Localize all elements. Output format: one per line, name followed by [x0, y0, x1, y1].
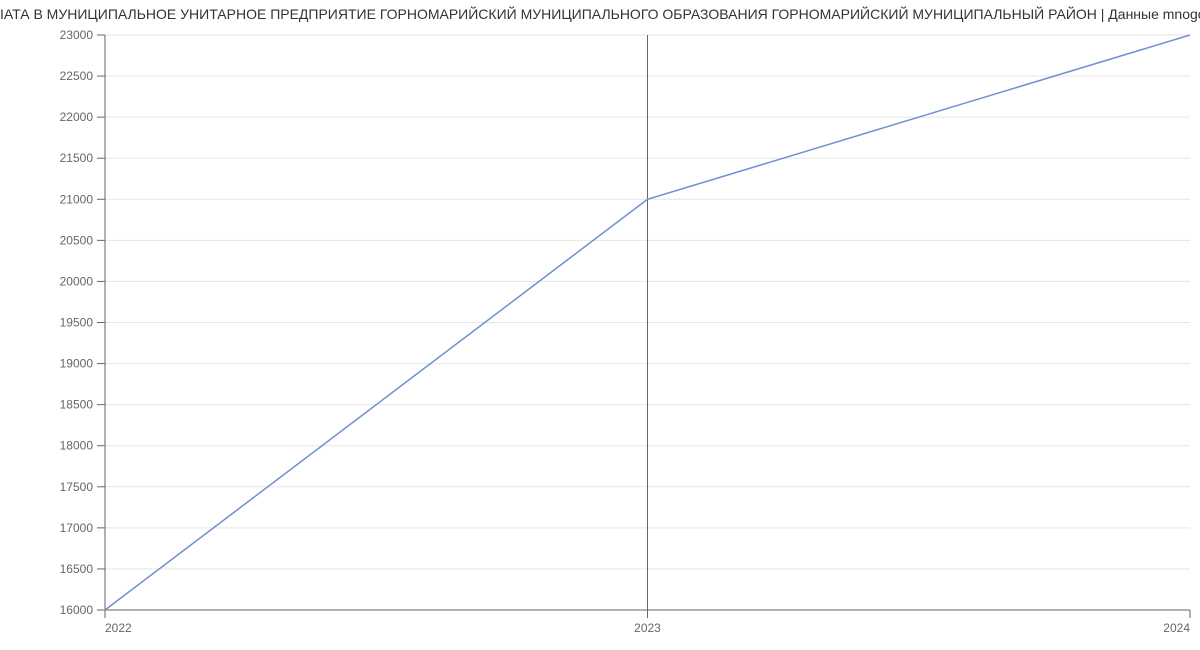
x-tick-label: 2024: [1163, 621, 1190, 635]
chart-plot-area: 16000 16500 17000 17500 18000 18500 19000 19500…: [0, 30, 1200, 640]
x-tick-label: 2022: [105, 621, 132, 635]
y-tick-label: 17000: [60, 521, 94, 535]
y-tick-label: 17500: [60, 480, 94, 494]
y-tick-label: 19000: [60, 357, 94, 371]
y-tick-label: 20000: [60, 274, 94, 288]
chart-svg: 16000 16500 17000 17500 18000 18500 19000 19500…: [0, 30, 1200, 640]
y-tick-label: 16000: [60, 603, 94, 617]
y-tick-label: 22500: [60, 69, 94, 83]
y-tick-label: 21000: [60, 192, 94, 206]
y-tick-label: 18000: [60, 439, 94, 453]
y-tick-label: 20500: [60, 233, 94, 247]
chart-title: ІАТА В МУНИЦИПАЛЬНОЕ УНИТАРНОЕ ПРЕДПРИЯТ…: [0, 0, 1200, 22]
x-tick-label: 2023: [634, 621, 661, 635]
y-tick-label: 18500: [60, 398, 94, 412]
y-tick-label: 21500: [60, 151, 94, 165]
y-tick-label: 23000: [60, 30, 94, 42]
y-tick-label: 16500: [60, 562, 94, 576]
y-tick-label: 22000: [60, 110, 94, 124]
y-tick-label: 19500: [60, 316, 94, 330]
